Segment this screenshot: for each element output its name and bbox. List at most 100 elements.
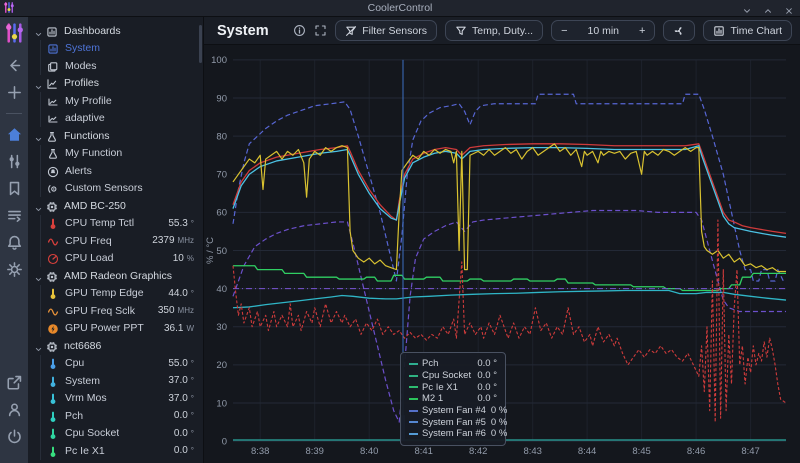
sidebar-item-my-function[interactable]: My Function bbox=[28, 144, 203, 162]
controls-icon[interactable] bbox=[6, 153, 23, 170]
sidebar-item-label: Pc Ie X1 bbox=[65, 444, 105, 457]
sidebar-item-pch[interactable]: Pch 0.0 ° bbox=[28, 407, 203, 425]
flask-icon bbox=[47, 147, 59, 159]
maximize-icon[interactable] bbox=[763, 3, 773, 13]
sensor-value: 44.0 bbox=[168, 287, 188, 299]
profiles-bookmark-icon[interactable] bbox=[6, 180, 23, 197]
sidebar-item-pc-ie-x1[interactable]: Pc Ie X1 0.0 ° bbox=[28, 442, 203, 460]
sensor-unit: ° bbox=[190, 411, 194, 421]
indent-guide bbox=[40, 442, 41, 460]
time-chart-icon bbox=[713, 25, 725, 37]
info-icon[interactable] bbox=[293, 24, 306, 37]
filter-sensors-label: Filter Sensors bbox=[362, 24, 427, 37]
sidebar-item-my-profile[interactable]: My Profile bbox=[28, 92, 203, 110]
sidebar-item-profiles[interactable]: Profiles bbox=[28, 75, 203, 93]
settings-gear-icon[interactable] bbox=[6, 261, 23, 278]
dashboard-icon bbox=[46, 25, 58, 37]
sensor-unit: ° bbox=[190, 376, 194, 386]
indent-guide bbox=[40, 284, 41, 302]
sidebar-item-nct6686[interactable]: nct6686 bbox=[28, 337, 203, 355]
thermo-icon bbox=[47, 357, 59, 370]
app-logo-icon bbox=[3, 1, 15, 14]
sidebar-item-cpu-socket[interactable]: Cpu Socket 0.0 ° bbox=[28, 424, 203, 442]
fan-icon bbox=[673, 25, 685, 37]
account-user-icon[interactable] bbox=[6, 401, 23, 418]
fan-overview-button[interactable] bbox=[663, 20, 696, 41]
sidebar-item-label: GPU Power PPT bbox=[65, 322, 144, 335]
sidebar-scrollbar[interactable] bbox=[199, 25, 202, 63]
sidebar-item-gpu-power-ppt[interactable]: GPU Power PPT 36.1 W bbox=[28, 319, 203, 337]
sidebar-item-functions[interactable]: Functions bbox=[28, 127, 203, 145]
chart-region[interactable]: 0 10 20 30 40 50 60 70 80 90 100 % / °C 8:38 8:39 8:40… bbox=[204, 45, 800, 463]
logs-icon[interactable] bbox=[6, 207, 23, 224]
zoom-in-button[interactable]: + bbox=[630, 21, 654, 40]
back-icon[interactable] bbox=[6, 57, 23, 74]
sensor-value: 2379 bbox=[152, 235, 175, 247]
thermo-icon bbox=[47, 217, 59, 230]
zoom-out-button[interactable]: − bbox=[552, 21, 576, 40]
sidebar-item-cpu-load[interactable]: CPU Load 10% bbox=[28, 249, 203, 267]
time-range-value[interactable]: 10 min bbox=[587, 24, 620, 37]
sidebar-item-modes[interactable]: Modes bbox=[28, 57, 203, 75]
power-quit-icon[interactable] bbox=[6, 428, 23, 445]
sensor-value: 0.0 bbox=[173, 410, 188, 422]
dashboards-home-icon[interactable] bbox=[6, 126, 23, 143]
sidebar-item-gpu-temp-edge[interactable]: GPU Temp Edge 44.0 ° bbox=[28, 284, 203, 302]
sidebar-item-alerts[interactable]: Alerts bbox=[28, 162, 203, 180]
indent-guide bbox=[40, 319, 41, 337]
sidebar-item-label: Cpu bbox=[65, 357, 85, 370]
filter-sensors-button[interactable]: Filter Sensors bbox=[335, 20, 437, 41]
tooltip-series-value: 0 % bbox=[490, 416, 508, 428]
sensor-unit: ° bbox=[190, 428, 194, 438]
external-link-icon[interactable] bbox=[6, 374, 23, 391]
indent-guide bbox=[40, 214, 41, 232]
sensor-unit: ° bbox=[190, 446, 194, 456]
chart-line-icon bbox=[47, 95, 59, 107]
chevron-down-icon[interactable] bbox=[34, 341, 43, 352]
chevron-down-icon[interactable] bbox=[34, 201, 43, 212]
sidebar-item-cpu-temp-tctl[interactable]: CPU Temp Tctl 55.3 ° bbox=[28, 214, 203, 232]
thermo-icon bbox=[47, 392, 59, 405]
indent-guide bbox=[40, 302, 41, 320]
chevron-down-icon[interactable] bbox=[34, 26, 43, 37]
alerts-bell-icon[interactable] bbox=[6, 234, 23, 251]
svg-text:8:41: 8:41 bbox=[414, 446, 432, 457]
chip-icon bbox=[46, 340, 58, 352]
sidebar-item-label: Vrm Mos bbox=[65, 392, 107, 405]
sidebar-item-system[interactable]: System bbox=[28, 39, 203, 57]
sensor-unit: ° bbox=[190, 358, 194, 368]
chevron-down-icon[interactable] bbox=[34, 131, 43, 142]
sidebar-item-amd-radeon-graphics[interactable]: AMD Radeon Graphics bbox=[28, 267, 203, 285]
add-icon[interactable] bbox=[6, 84, 23, 101]
sidebar-item-label: Modes bbox=[65, 59, 97, 72]
sensor-value: 55.0 bbox=[168, 357, 188, 369]
close-icon[interactable] bbox=[784, 3, 794, 14]
chevron-down-icon[interactable] bbox=[34, 271, 43, 282]
sidebar-item-custom-sensors[interactable]: Custom Sensors bbox=[28, 179, 203, 197]
sidebar-item-adaptive[interactable]: adaptive bbox=[28, 109, 203, 127]
indent-guide bbox=[40, 57, 41, 75]
minimize-icon[interactable] bbox=[742, 3, 752, 13]
wave-icon bbox=[47, 235, 59, 247]
gauge-icon bbox=[47, 252, 59, 265]
indent-guide bbox=[40, 179, 41, 197]
indent-guide bbox=[40, 249, 41, 267]
sensor-unit: ° bbox=[190, 288, 194, 298]
chevron-down-icon[interactable] bbox=[34, 79, 43, 89]
time-chart-button[interactable]: Time Chart bbox=[703, 20, 792, 41]
sidebar-item-cpu[interactable]: Cpu 55.0 ° bbox=[28, 354, 203, 372]
sidebar-item-amd-bc-250[interactable]: AMD BC-250 bbox=[28, 197, 203, 215]
tooltip-row-system-fan-5: System Fan #5 0 % bbox=[409, 416, 507, 428]
expand-icon[interactable] bbox=[314, 24, 327, 37]
indent-guide bbox=[40, 232, 41, 250]
sidebar-item-cpu-freq[interactable]: CPU Freq 2379 MHz bbox=[28, 232, 203, 250]
dashboard-icon bbox=[47, 42, 59, 54]
sidebar-item-gpu-freq-sclk[interactable]: GPU Freq Sclk 350 MHz bbox=[28, 302, 203, 320]
thermo-icon bbox=[47, 287, 59, 300]
sidebar-item-vrm-mos[interactable]: Vrm Mos 37.0 ° bbox=[28, 389, 203, 407]
sidebar-item-system[interactable]: System 37.0 ° bbox=[28, 372, 203, 390]
sidebar-item-dashboards[interactable]: Dashboards bbox=[28, 22, 203, 40]
chart-filter-button[interactable]: Temp, Duty... bbox=[444, 20, 544, 41]
sensor-unit: ° bbox=[190, 218, 194, 228]
modes-icon bbox=[47, 60, 59, 72]
